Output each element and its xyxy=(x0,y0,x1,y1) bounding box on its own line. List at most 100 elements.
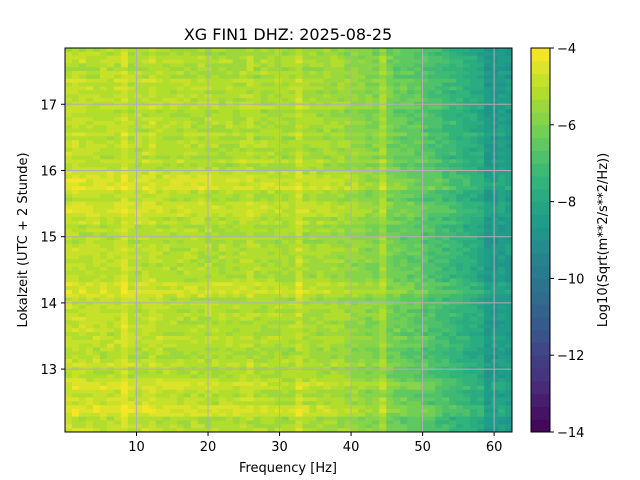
heatmap-cell xyxy=(183,278,192,283)
heatmap-cell xyxy=(78,324,87,329)
heatmap-cell xyxy=(85,178,94,183)
heatmap-cell xyxy=(470,205,478,210)
heatmap-cell xyxy=(148,163,157,168)
heatmap-cell xyxy=(477,197,485,202)
heatmap-cell xyxy=(155,186,164,191)
heatmap-cell xyxy=(218,109,227,114)
heatmap-cell xyxy=(302,78,310,83)
heatmap-cell xyxy=(99,55,108,60)
heatmap-cell xyxy=(477,117,485,122)
heatmap-cell xyxy=(351,339,359,345)
heatmap-cell xyxy=(267,343,275,348)
heatmap-cell xyxy=(505,336,513,341)
heatmap-cell xyxy=(267,209,275,214)
heatmap-cell xyxy=(407,190,415,195)
heatmap-cell xyxy=(386,312,394,318)
heatmap-cell xyxy=(428,224,436,229)
heatmap-cell xyxy=(477,216,485,222)
heatmap-cell xyxy=(260,182,268,187)
heatmap-cell xyxy=(246,282,254,287)
heatmap-cell xyxy=(463,63,471,68)
heatmap-cell xyxy=(246,224,254,229)
heatmap-cell xyxy=(484,140,492,145)
heatmap-cell xyxy=(288,220,296,226)
heatmap-cell xyxy=(470,48,478,53)
heatmap-cell xyxy=(239,324,247,329)
heatmap-cell xyxy=(484,117,492,122)
heatmap-cell xyxy=(197,282,206,287)
heatmap-cell xyxy=(99,132,108,137)
heatmap-cell xyxy=(274,247,282,252)
heatmap-cell xyxy=(470,320,478,325)
heatmap-cell xyxy=(246,247,254,252)
heatmap-cell xyxy=(421,71,429,76)
heatmap-cell xyxy=(386,301,394,306)
heatmap-cell xyxy=(358,316,366,322)
heatmap-cell xyxy=(85,74,94,80)
heatmap-cell xyxy=(106,213,115,218)
heatmap-cell xyxy=(428,282,436,287)
heatmap-cell xyxy=(246,236,254,241)
heatmap-cell xyxy=(253,216,261,222)
heatmap-cell xyxy=(428,147,436,153)
heatmap-cell xyxy=(148,48,157,53)
heatmap-cell xyxy=(99,186,108,191)
heatmap-cell xyxy=(260,274,268,279)
heatmap-cell xyxy=(176,266,185,272)
heatmap-cell xyxy=(449,247,457,252)
heatmap-cell xyxy=(92,278,101,283)
heatmap-cell xyxy=(456,309,464,314)
heatmap-cell xyxy=(176,124,185,130)
heatmap-cell xyxy=(309,78,317,83)
heatmap-cell xyxy=(211,224,220,229)
heatmap-cell xyxy=(351,216,359,222)
heatmap-cell xyxy=(78,90,87,95)
heatmap-cell xyxy=(85,320,94,325)
heatmap-cell xyxy=(470,270,478,275)
heatmap-cell xyxy=(267,255,275,260)
heatmap-cell xyxy=(218,117,227,122)
heatmap-cell xyxy=(85,182,94,187)
heatmap-cell xyxy=(218,247,227,252)
heatmap-cell xyxy=(183,86,192,91)
heatmap-cell xyxy=(120,297,129,302)
heatmap-cell xyxy=(239,82,247,87)
heatmap-cell xyxy=(239,155,247,160)
heatmap-cell xyxy=(428,167,436,172)
heatmap-cell xyxy=(78,251,87,256)
heatmap-cell xyxy=(232,113,241,118)
heatmap-cell xyxy=(162,328,171,333)
heatmap-cell xyxy=(267,109,275,114)
heatmap-cell xyxy=(176,147,185,153)
heatmap-cell xyxy=(449,332,457,337)
heatmap-cell xyxy=(372,301,380,306)
heatmap-cell xyxy=(183,289,192,295)
heatmap-cell xyxy=(344,71,352,76)
heatmap-cell xyxy=(281,78,289,83)
heatmap-cell xyxy=(267,320,275,325)
heatmap-cell xyxy=(491,205,499,210)
heatmap-cell xyxy=(239,263,247,268)
heatmap-cell xyxy=(267,224,275,229)
heatmap-cell xyxy=(106,282,115,287)
heatmap-cell xyxy=(330,74,338,80)
heatmap-cell xyxy=(414,105,422,110)
heatmap-cell xyxy=(491,236,499,241)
heatmap-cell xyxy=(372,293,380,298)
heatmap-cell xyxy=(162,236,171,241)
heatmap-cell xyxy=(65,78,73,83)
heatmap-cell xyxy=(442,339,450,345)
heatmap-cell xyxy=(106,243,115,249)
heatmap-cell xyxy=(183,94,192,99)
heatmap-cell xyxy=(246,193,254,199)
heatmap-cell xyxy=(232,182,241,187)
heatmap-cell xyxy=(407,167,415,172)
heatmap-cell xyxy=(414,220,422,226)
heatmap-cell xyxy=(281,136,289,141)
heatmap-cell xyxy=(442,328,450,333)
heatmap-cell xyxy=(65,167,73,172)
heatmap-cell xyxy=(155,339,164,345)
heatmap-cell xyxy=(442,297,450,302)
heatmap-cell xyxy=(225,270,234,275)
heatmap-cell xyxy=(260,216,268,222)
